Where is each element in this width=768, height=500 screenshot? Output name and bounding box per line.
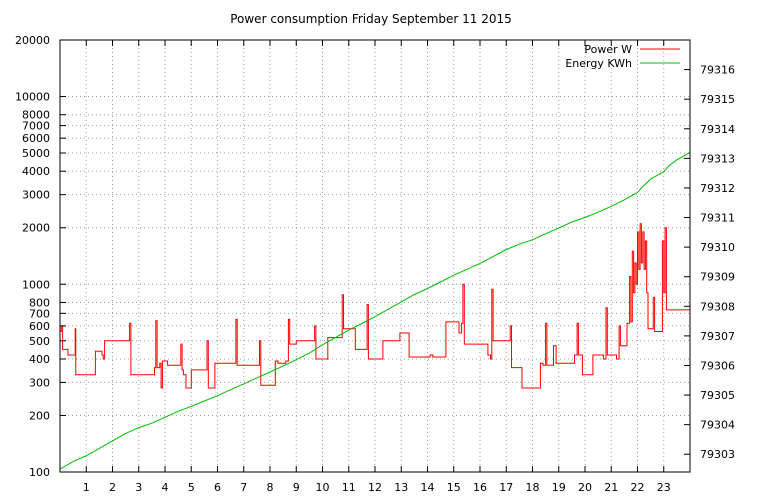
y-left-tick-label: 2000 [22, 222, 50, 235]
axis-ticks [60, 39, 690, 473]
x-tick-label: 12 [368, 481, 382, 494]
series-layer [59, 151, 691, 470]
y-left-tick-label: 7000 [22, 120, 50, 133]
y-right-tick-label: 79304 [700, 419, 735, 432]
x-tick-label: 8 [267, 481, 274, 494]
x-tick-label: 11 [342, 481, 356, 494]
series-line-energy [59, 151, 691, 470]
x-tick-label: 19 [552, 481, 566, 494]
x-tick-label: 1 [83, 481, 90, 494]
y-left-tick-label: 600 [29, 320, 50, 333]
y-left-tick-label: 3000 [22, 189, 50, 202]
x-axis-labels: 1 2 3 4 5 6 7 8 9 10 11 12 13 14 15 16 17 18 19 20 21 22 23 [83, 481, 671, 494]
x-tick-label: 17 [499, 481, 513, 494]
y-left-tick-label: 300 [29, 376, 50, 389]
x-tick-label: 10 [316, 481, 330, 494]
x-tick-label: 22 [631, 481, 645, 494]
legend: Power W Energy KWh [565, 43, 680, 70]
y-right-tick-label: 79314 [700, 123, 735, 136]
x-tick-label: 2 [109, 481, 116, 494]
y-right-tick-label: 79315 [700, 93, 735, 106]
y-left-tick-label: 800 [29, 296, 50, 309]
x-tick-label: 3 [135, 481, 142, 494]
y-left-tick-label: 1000 [22, 278, 50, 291]
y-left-tick-label: 100 [29, 466, 50, 479]
y-left-tick-label: 5000 [22, 147, 50, 160]
y-left-tick-label: 8000 [22, 109, 50, 122]
x-tick-label: 4 [162, 481, 169, 494]
y-left-tick-label: 700 [29, 307, 50, 320]
chart-title: Power consumption Friday September 11 20… [230, 12, 512, 26]
x-tick-label: 5 [188, 481, 195, 494]
y-left-tick-label: 6000 [22, 132, 50, 145]
y-right-tick-label: 79307 [700, 330, 735, 343]
y-right-tick-label: 79309 [700, 271, 735, 284]
x-tick-label: 18 [526, 481, 540, 494]
y-right-tick-label: 79313 [700, 152, 735, 165]
y-right-tick-label: 79312 [700, 182, 735, 195]
y-left-tick-label: 20000 [15, 34, 50, 47]
x-tick-label: 13 [394, 481, 408, 494]
x-tick-label: 9 [293, 481, 300, 494]
y-left-tick-label: 10000 [15, 91, 50, 104]
y-right-tick-label: 79311 [700, 212, 735, 225]
x-tick-label: 20 [578, 481, 592, 494]
right-axis-labels: 79303 79304 79305 79306 79307 79308 79309 79310… [700, 64, 735, 462]
y-right-tick-label: 79303 [700, 448, 735, 461]
grid-lines [60, 40, 690, 472]
x-tick-label: 15 [447, 481, 461, 494]
y-right-tick-label: 79310 [700, 241, 735, 254]
y-right-tick-label: 79305 [700, 389, 735, 402]
legend-label-power: Power W [584, 43, 632, 56]
x-tick-label: 21 [604, 481, 618, 494]
y-right-tick-label: 79306 [700, 359, 735, 372]
y-right-tick-label: 79308 [700, 300, 735, 313]
y-left-tick-label: 500 [29, 335, 50, 348]
y-left-tick-label: 400 [29, 353, 50, 366]
x-tick-label: 23 [657, 481, 671, 494]
x-tick-label: 7 [240, 481, 247, 494]
y-left-tick-label: 200 [29, 409, 50, 422]
x-tick-label: 14 [421, 481, 435, 494]
series-line-power [60, 223, 690, 389]
x-tick-label: 16 [473, 481, 487, 494]
legend-label-energy: Energy KWh [565, 57, 632, 70]
y-left-tick-label: 4000 [22, 165, 50, 178]
x-tick-label: 6 [214, 481, 221, 494]
y-right-tick-label: 79316 [700, 64, 735, 77]
